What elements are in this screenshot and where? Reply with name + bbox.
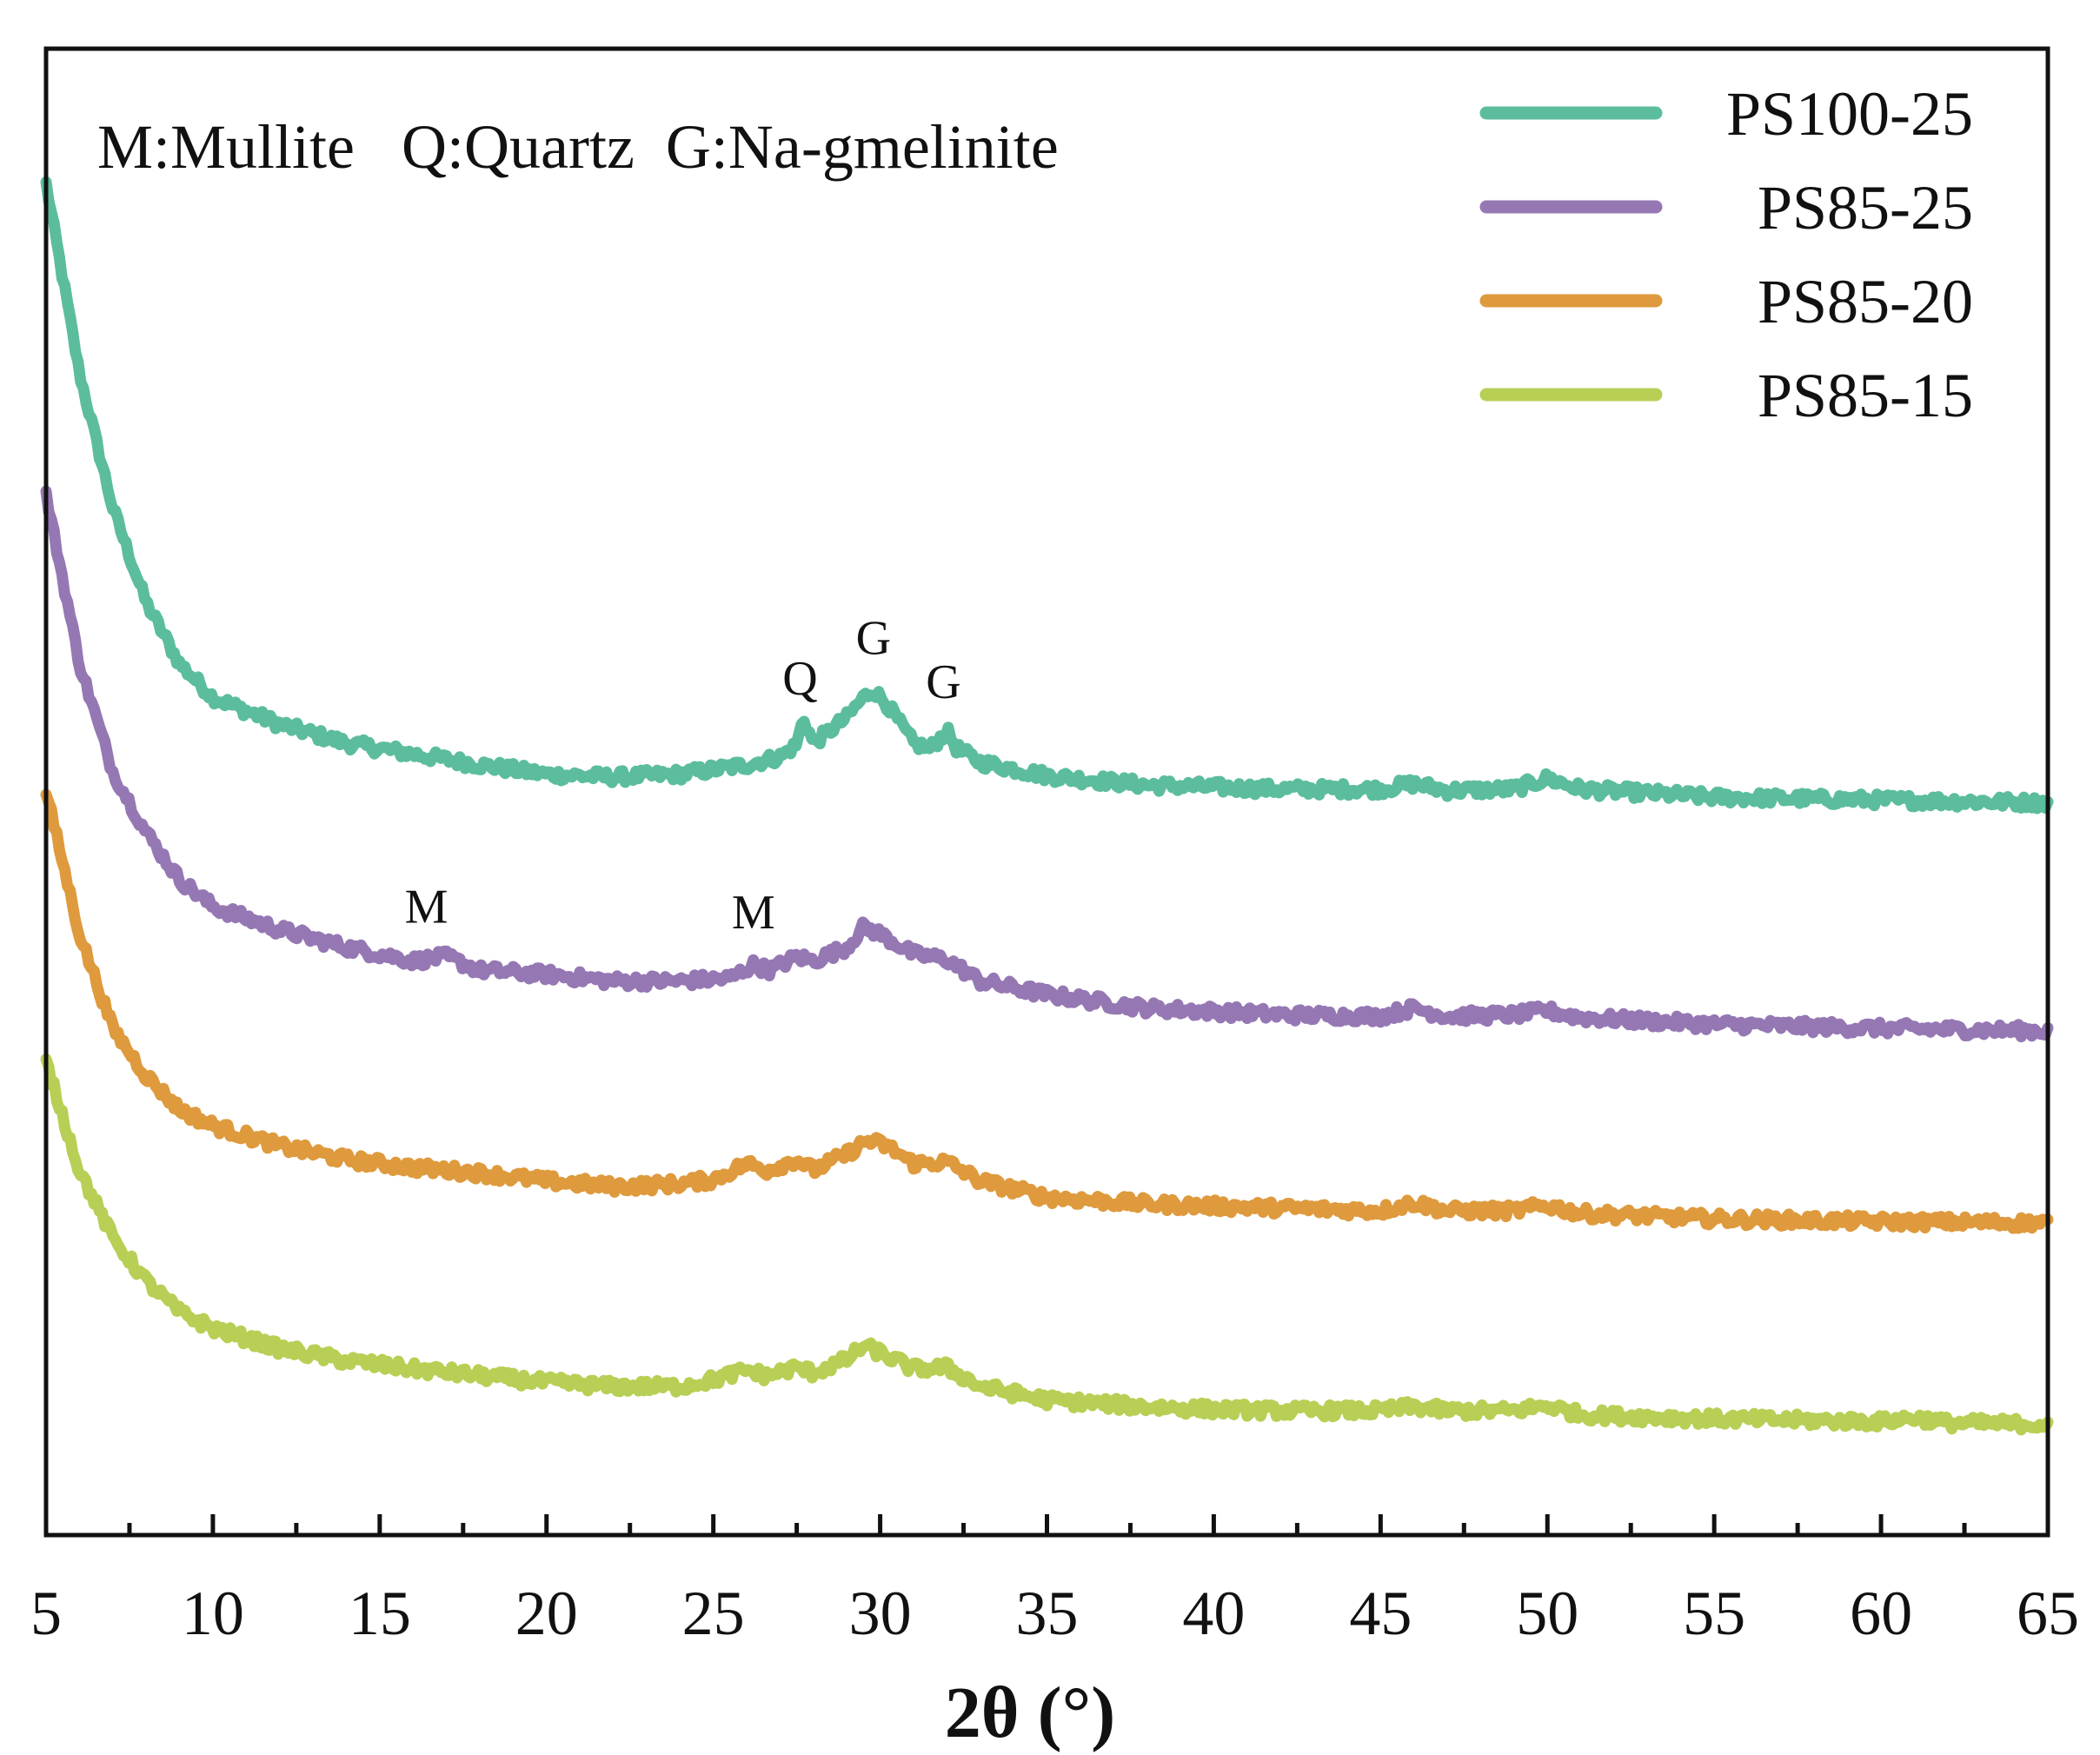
series-line-ps85-25 [40, 485, 2054, 1043]
x-tick-label-60: 60 [1850, 1579, 1912, 1648]
x-tick-label-45: 45 [1349, 1579, 1412, 1648]
legend-label-ps85-25: PS85-25 [1758, 173, 1973, 243]
x-tick-label-50: 50 [1516, 1579, 1578, 1648]
x-tick-label-25: 25 [682, 1579, 745, 1648]
x-tick-label-35: 35 [1016, 1579, 1079, 1648]
peak-label-ps100-25-q: Q [782, 652, 817, 706]
peak-label-ps100-25-g: G [856, 611, 891, 665]
x-tick-label-20: 20 [515, 1579, 578, 1648]
legend: PS100-25 PS85-25 PS85-20 PS85-15 [1479, 79, 1973, 430]
series-layer [40, 176, 2054, 1436]
peak-label-ps85-25-m: M [732, 886, 775, 940]
series-line-ps100-25 [40, 176, 2054, 814]
x-tick-label-65: 65 [2017, 1579, 2079, 1648]
x-tick-label-10: 10 [182, 1579, 244, 1648]
series-line-ps85-15 [40, 1053, 2054, 1436]
legend-label-ps85-20: PS85-20 [1758, 267, 1973, 336]
peak-label-ps100-25-g: G [926, 655, 960, 709]
legend-label-ps100-25: PS100-25 [1726, 79, 1973, 149]
x-tick-label-5: 5 [30, 1579, 62, 1648]
x-tick-label-30: 30 [849, 1579, 912, 1648]
x-tick-label-15: 15 [349, 1579, 411, 1648]
x-axis-title: 2θ (°) [945, 1672, 1115, 1753]
x-tick-label-55: 55 [1683, 1579, 1745, 1648]
peak-label-ps85-25-m: M [405, 880, 449, 934]
series-line-ps85-20 [40, 788, 2054, 1234]
x-tick-label-40: 40 [1182, 1579, 1245, 1648]
axis-layer: 5 10 15 20 25 30 35 40 45 50 55 60 65 [30, 46, 2079, 1648]
legend-label-ps85-15: PS85-15 [1758, 361, 1973, 430]
phase-legend-note: M:Mullite Q:Quartz G:Na-gmelinite [97, 112, 1059, 182]
